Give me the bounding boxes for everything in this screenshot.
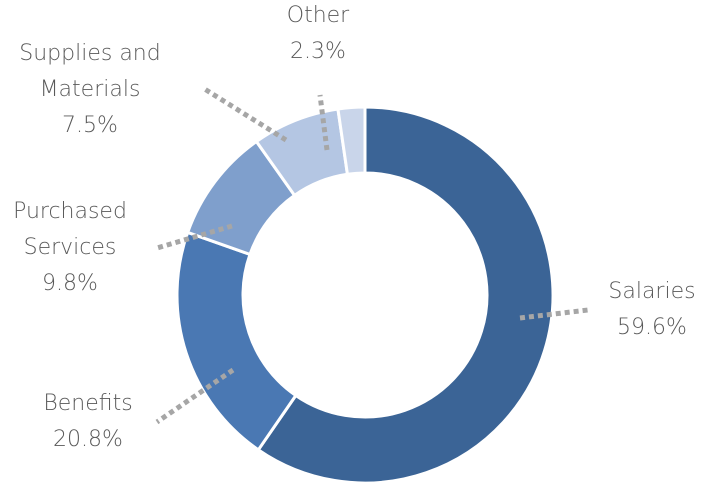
leader-lines-layer xyxy=(155,85,589,425)
data-label-supplies-and-materials: Supplies and Materials 7.5% xyxy=(19,41,160,138)
data-label-value: 2.3% xyxy=(290,39,346,64)
data-label-category: Supplies and xyxy=(19,41,160,66)
data-label-value: 20.8% xyxy=(53,427,123,452)
data-labels-layer: Salaries 59.6% Benefits 20.8% Purchased Servi… xyxy=(13,3,696,452)
data-label-value: 59.6% xyxy=(617,315,687,340)
data-label-purchased-services: Purchased Services 9.8% xyxy=(13,199,127,296)
data-label-category: Other xyxy=(287,3,350,28)
data-label-category: Purchased xyxy=(13,199,127,224)
data-label-category: Salaries xyxy=(608,279,695,304)
leader-line-benefits xyxy=(155,367,235,425)
data-label-category: Benefits xyxy=(43,391,132,416)
data-label-category: Materials xyxy=(40,77,141,102)
data-label-salaries: Salaries 59.6% xyxy=(608,279,695,340)
slice-benefits xyxy=(175,230,298,452)
leader-line-supplies-and-materials xyxy=(201,85,288,143)
data-label-category: Services xyxy=(24,235,117,260)
leader-line-other xyxy=(317,94,330,151)
leader-line-purchased-services xyxy=(156,223,233,251)
data-label-value: 9.8% xyxy=(42,271,98,296)
data-label-other: Other 2.3% xyxy=(287,3,350,64)
data-label-benefits: Benefits 20.8% xyxy=(43,391,132,452)
slice-salaries xyxy=(256,105,555,485)
leader-line-salaries xyxy=(519,307,589,321)
slice-other xyxy=(336,105,367,176)
slices-layer xyxy=(175,105,555,485)
data-label-value: 7.5% xyxy=(62,113,118,138)
